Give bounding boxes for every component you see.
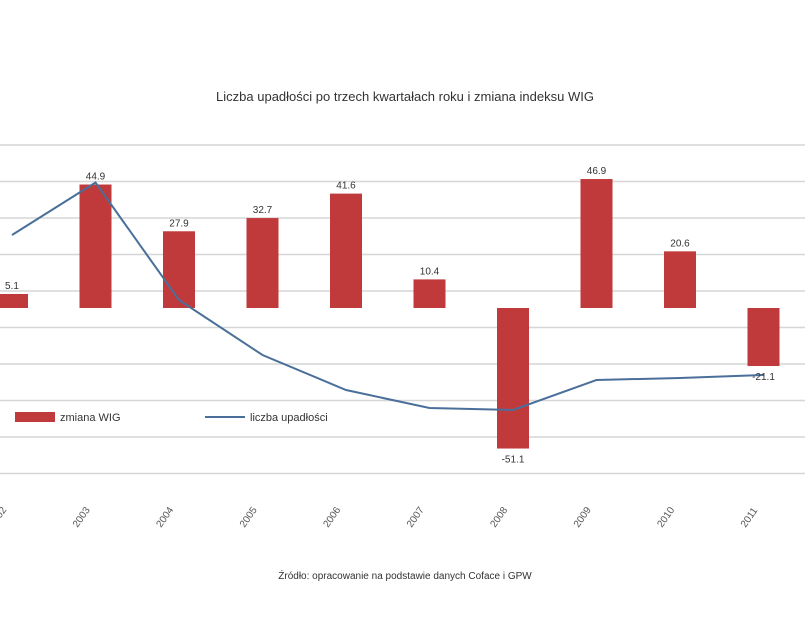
line-path	[11, 181, 764, 412]
legend-label-line: liczba upadłości	[250, 412, 328, 424]
legend-label-bar: zmiana WIG	[60, 412, 121, 424]
source-note: Źródło: opracowanie na podstawie danych …	[278, 569, 532, 582]
chart-title: Liczba upadłości po trzech kwartałach ro…	[216, 89, 594, 104]
x-tick-label: 2004	[154, 505, 176, 530]
bar	[0, 293, 28, 308]
bar	[330, 193, 362, 308]
legend: zmiana WIG liczba upadłości	[15, 412, 328, 424]
x-tick-label: 2011	[739, 505, 761, 529]
data-label: 41.6	[336, 181, 356, 192]
data-label: 27.9	[169, 218, 189, 229]
legend-swatch-bar	[15, 412, 55, 422]
data-label: 32.7	[253, 205, 273, 216]
bar	[747, 308, 780, 367]
bar	[497, 308, 529, 449]
bar	[163, 231, 195, 308]
x-tick-label: 2010	[655, 505, 677, 530]
data-label: 10.4	[420, 266, 440, 277]
x-tick-label: 2006	[321, 505, 343, 530]
data-label: 46.9	[587, 166, 607, 177]
data-label: 5.1	[5, 281, 19, 292]
bar	[246, 218, 279, 308]
data-label: -21.1	[752, 372, 775, 383]
x-tick-label: 2005	[238, 505, 260, 530]
data-label: 44.9	[86, 172, 106, 183]
data-labels: 5.1 44.9 27.9 32.7 41.6 10.4 -51.1 46.9 20.6 -21.…	[5, 166, 775, 466]
x-tick-label: 2007	[405, 505, 427, 530]
gridlines	[0, 144, 805, 475]
bar	[413, 279, 446, 308]
data-label: -51.1	[502, 455, 525, 466]
data-label: 20.6	[670, 238, 690, 249]
x-tick-label: 2003	[71, 505, 93, 530]
line-series	[11, 181, 764, 412]
x-axis-ticks: 2002 2003 2004 2005 2006 2007 2008 2009 2010 2011	[0, 505, 761, 530]
x-tick-label: 2008	[488, 505, 510, 530]
x-tick-label: 2002	[0, 505, 9, 530]
bar-series	[0, 179, 780, 449]
bar	[79, 184, 112, 308]
bar	[580, 179, 613, 308]
bar	[664, 251, 696, 308]
x-tick-label: 2009	[572, 505, 594, 530]
